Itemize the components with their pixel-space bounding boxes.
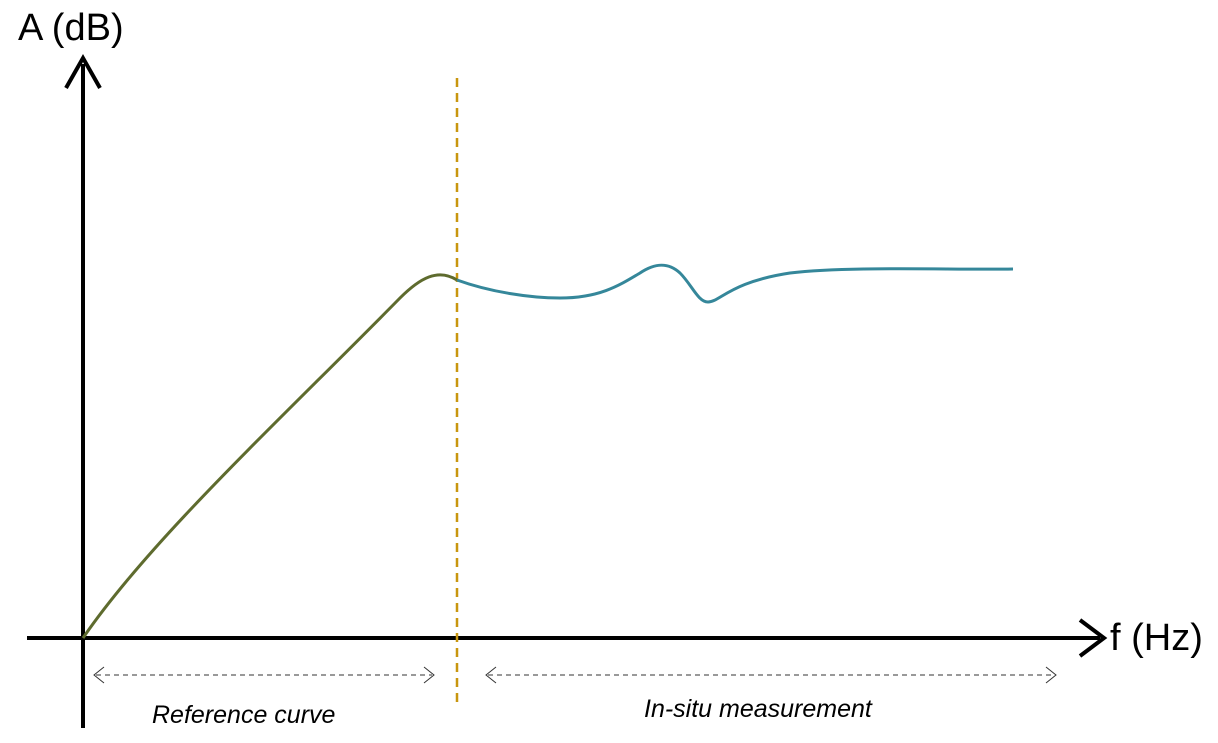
reference-range-arrow-left [93,666,105,684]
y-axis-label: A (dB) [18,7,124,49]
insitu-curve [456,263,1014,304]
insitu-range-arrow-right [1045,666,1057,684]
reference-curve [81,273,458,639]
insitu-range-arrow-left [485,666,497,684]
insitu-measurement-label: In-situ measurement [644,695,873,723]
reference-curve-label: Reference curve [152,701,335,729]
x-axis-label: f (Hz) [1110,617,1203,659]
x-axis-arrowhead [1078,618,1108,658]
reference-range-arrow-right [423,666,435,684]
y-axis-arrowhead [64,53,102,89]
